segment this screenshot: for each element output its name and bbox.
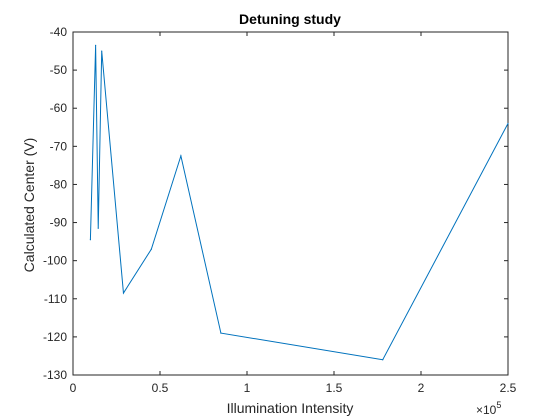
y-axis-title: Calculated Center (V) [21,138,37,273]
data-point [95,44,97,46]
x-multiplier-base: ×10 [476,403,497,417]
chart-title: Detuning study [239,11,341,27]
plot-area: 0 0.5 1 1.5 2 2.5 -130 -120 -110 -100 -90 -80 -70 -60… [43,25,517,395]
x-axis-multiplier: ×105 [476,400,501,417]
data-point [150,248,152,250]
y-tick-label: -120 [43,330,67,344]
data-point [507,122,509,125]
x-tick-label: 2.5 [500,381,517,395]
y-tick-label: -50 [50,63,68,77]
y-tick-label: -60 [50,101,68,115]
y-tick-label: -130 [43,368,67,382]
y-tick-label: -90 [50,216,68,230]
axes-box [72,31,509,376]
y-tick-label: -70 [50,139,68,153]
x-tick-label: 1 [244,381,251,395]
series-line [89,45,509,361]
data-point [382,359,384,361]
x-axis-title: Illumination Intensity [227,400,354,416]
x-tick-label: 0 [70,381,77,395]
data-point [97,227,99,229]
y-tick-label: -100 [43,254,67,268]
x-tick-label: 2 [418,381,425,395]
x-multiplier-exponent: 5 [496,400,501,410]
x-tick-label: 0.5 [152,381,169,395]
y-tick-label: -40 [50,25,68,39]
data-point [122,292,125,294]
data-point [220,332,222,334]
y-tick-label: -80 [50,177,68,191]
data-point [89,239,91,241]
x-tick-label: 1.5 [326,381,343,395]
data-point [180,155,182,157]
data-point [101,50,103,52]
y-tick-label: -110 [44,292,67,306]
